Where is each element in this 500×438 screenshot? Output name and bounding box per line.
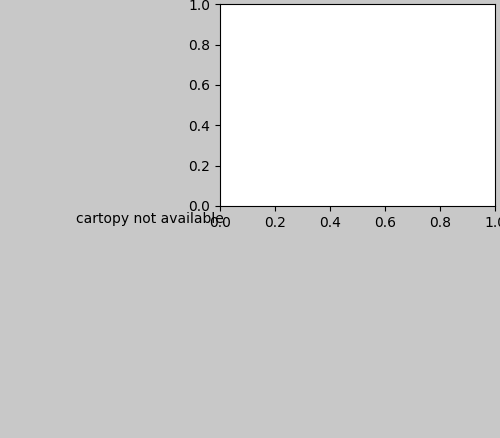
Text: cartopy not available: cartopy not available <box>76 212 224 226</box>
